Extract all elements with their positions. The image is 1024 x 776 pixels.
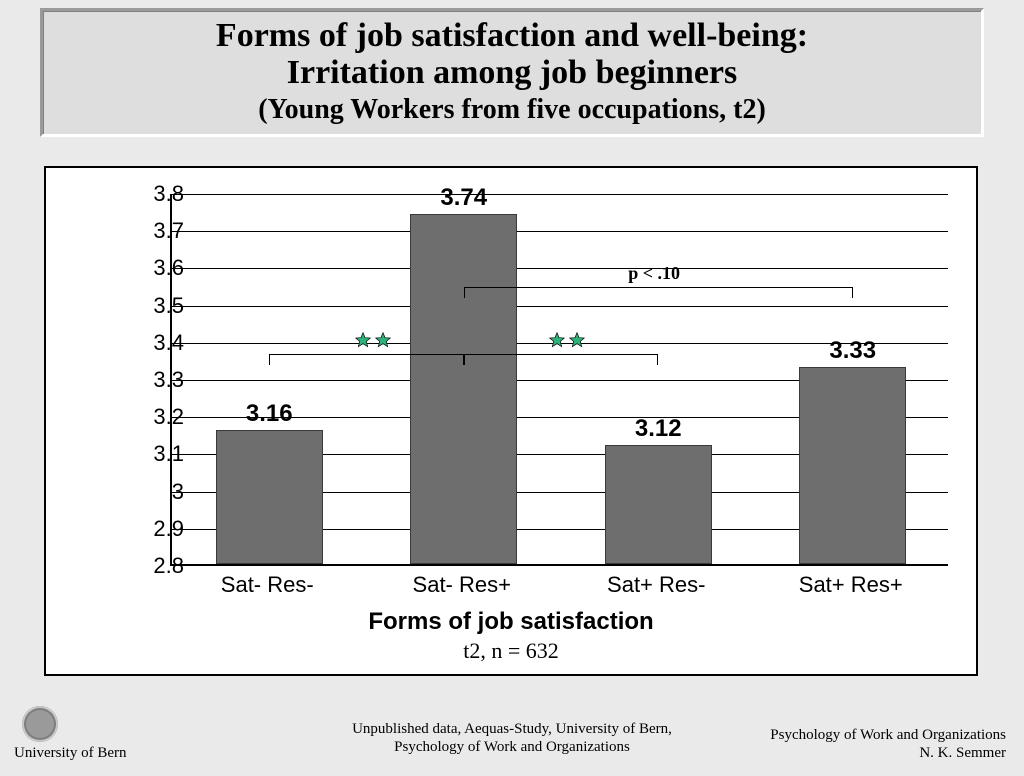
bar-value-label: 3.16 (246, 400, 293, 428)
category-label: Sat+ Res- (607, 572, 705, 598)
significance-p-label: p < .10 (628, 263, 680, 284)
y-tick-label: 3.7 (114, 218, 184, 244)
x-axis-label: Forms of job satisfaction (46, 608, 976, 636)
bar-value-label: 3.33 (829, 337, 876, 365)
significance-star-icon (375, 332, 391, 348)
bar-value-label: 3.74 (440, 184, 487, 212)
footer-right-2: N. K. Semmer (919, 745, 1006, 761)
category-label: Sat- Res+ (413, 572, 511, 598)
category-label: Sat+ Res+ (799, 572, 903, 598)
bar-value-label: 3.12 (635, 415, 682, 443)
title-panel: Forms of job satisfaction and well-being… (40, 8, 984, 137)
y-tick-label: 3.2 (114, 404, 184, 430)
plot-area: 3.163.743.123.33p < .10 (170, 194, 948, 566)
chart-subnote: t2, n = 632 (46, 638, 976, 664)
y-tick-label: 3.5 (114, 293, 184, 319)
gridline (172, 194, 948, 195)
significance-star-icon (569, 332, 585, 348)
y-tick-label: 2.8 (114, 553, 184, 579)
gridline (172, 306, 948, 307)
bar (216, 430, 323, 564)
gridline (172, 268, 948, 269)
footer-center-1: Unpublished data, Aequas-Study, Universi… (352, 721, 672, 737)
significance-bracket (269, 354, 464, 355)
y-tick-label: 2.9 (114, 516, 184, 542)
y-tick-label: 3.1 (114, 441, 184, 467)
title-subtitle: (Young Workers from five occupations, t2… (53, 94, 971, 126)
y-tick-label: 3.6 (114, 255, 184, 281)
title-line-2: Irritation among job beginners (53, 54, 971, 91)
significance-bracket (464, 354, 659, 355)
bar (799, 367, 906, 564)
chart-container: 3.163.743.123.33p < .10 Forms of job sat… (44, 166, 978, 676)
y-tick-label: 3 (114, 479, 184, 505)
y-tick-label: 3.8 (114, 181, 184, 207)
category-label: Sat- Res- (221, 572, 314, 598)
footer-right-1: Psychology of Work and Organizations (770, 727, 1006, 743)
significance-star-icon (355, 332, 371, 348)
bar (410, 214, 517, 564)
footer-right: Psychology of Work and Organizations N. … (770, 726, 1006, 762)
significance-star-icon (549, 332, 565, 348)
bar (605, 445, 712, 564)
significance-bracket (464, 287, 853, 288)
y-tick-label: 3.3 (114, 367, 184, 393)
y-tick-label: 3.4 (114, 330, 184, 356)
title-line-1: Forms of job satisfaction and well-being… (53, 17, 971, 54)
footer-center-2: Psychology of Work and Organizations (394, 739, 630, 755)
gridline (172, 231, 948, 232)
